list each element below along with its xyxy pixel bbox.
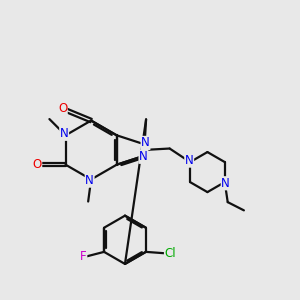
Text: O: O xyxy=(32,158,42,171)
Text: N: N xyxy=(185,154,194,167)
Text: N: N xyxy=(60,127,68,140)
Text: Cl: Cl xyxy=(164,247,176,260)
Text: N: N xyxy=(139,150,148,163)
Text: F: F xyxy=(80,250,87,263)
Text: N: N xyxy=(85,174,94,187)
Text: N: N xyxy=(141,136,150,149)
Text: N: N xyxy=(221,177,230,190)
Text: O: O xyxy=(58,102,67,115)
